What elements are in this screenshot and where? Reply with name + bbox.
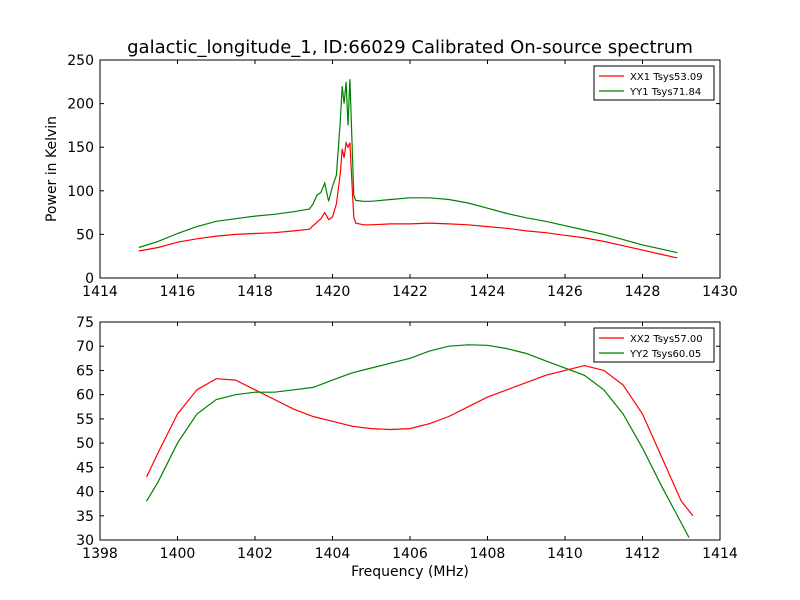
y-tick-label: 250 — [67, 53, 94, 69]
x-tick-label: 1428 — [625, 284, 661, 300]
legend-entry: YY2 Tsys60.05 — [629, 349, 701, 360]
x-tick-label: 1416 — [160, 284, 196, 300]
x-tick-label: 1414 — [702, 546, 738, 562]
series-line-1 — [138, 140, 678, 259]
y-tick-label: 0 — [85, 271, 94, 287]
x-tick-label: 1410 — [547, 546, 583, 562]
figure-title: galactic_longitude_1, ID:66029 Calibrate… — [127, 37, 693, 58]
y-tick-label: 30 — [76, 533, 94, 549]
y-tick-label: 40 — [76, 485, 94, 501]
legend-entry: XX2 Tsys57.00 — [630, 334, 703, 345]
y-tick-label: 50 — [76, 227, 94, 243]
legend-entry: XX1 Tsys53.09 — [630, 72, 703, 83]
y-tick-label: 60 — [76, 388, 94, 404]
bottom-spectrum-chart: 1398 1400 1402 1404 1406 1408 1410 1412 1414 30 35… — [76, 315, 738, 580]
x-tick-label: 1422 — [392, 284, 428, 300]
y-tick-label: 150 — [67, 140, 94, 156]
series-line-2 — [145, 344, 690, 538]
x-tick-label: 1402 — [237, 546, 273, 562]
x-tick-label: 1418 — [237, 284, 273, 300]
x-tick-label: 1406 — [392, 546, 428, 562]
top-spectrum-chart: 1414 1416 1418 1420 1422 1424 1426 1428 1430 0 50 1… — [44, 53, 738, 300]
y-tick-label: 200 — [67, 97, 94, 113]
x-tick-label: 1420 — [315, 284, 351, 300]
y-tick-label: 65 — [76, 363, 94, 379]
x-tick-label: 1414 — [82, 284, 118, 300]
series-line-2 — [138, 79, 678, 254]
y-tick-label: 55 — [76, 412, 94, 428]
legend-box — [593, 327, 715, 363]
x-tick-label: 1426 — [547, 284, 583, 300]
x-tick-label: 1424 — [470, 284, 506, 300]
y-tick-label: 75 — [76, 315, 94, 331]
y-tick-label: 100 — [67, 184, 94, 200]
legend-box — [593, 65, 715, 101]
x-tick-label: 1408 — [470, 546, 506, 562]
y-tick-label: 50 — [76, 436, 94, 452]
x-tick-label: 1400 — [160, 546, 196, 562]
x-tick-label: 1404 — [315, 546, 351, 562]
x-axis-label: Frequency (MHz) — [351, 564, 469, 580]
x-tick-label: 1430 — [702, 284, 738, 300]
y-tick-label: 45 — [76, 460, 94, 476]
y-tick-label: 35 — [76, 509, 94, 525]
x-tick-label: 1398 — [82, 546, 118, 562]
y-axis-label: Power in Kelvin — [44, 116, 60, 222]
legend-entry: YY1 Tsys71.84 — [629, 87, 701, 98]
legend: XX2 Tsys57.00 YY2 Tsys60.05 — [593, 327, 715, 363]
legend: XX1 Tsys53.09 YY1 Tsys71.84 — [593, 65, 715, 101]
series-line-1 — [145, 364, 694, 517]
x-tick-label: 1412 — [625, 546, 661, 562]
y-tick-label: 70 — [76, 339, 94, 355]
